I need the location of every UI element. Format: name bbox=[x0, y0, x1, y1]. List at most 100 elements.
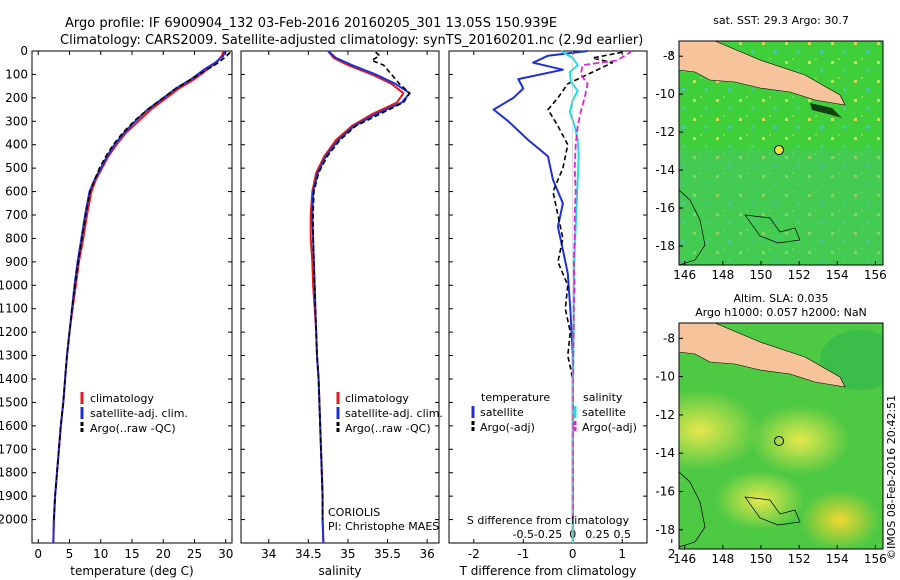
s-tick-label: -0.25 bbox=[534, 528, 562, 541]
sst-map-axes: 146 148 150 152 154 156 -8 -10 -12 -14 -16 -18 bbox=[655, 49, 886, 282]
depth-tick-label: 800 bbox=[5, 231, 28, 245]
salinity-axis: 34 34.5 35 35.5 36 bbox=[261, 51, 435, 561]
lon-tick-label: 146 bbox=[673, 268, 696, 282]
lat-tick-label: -14 bbox=[655, 446, 675, 460]
x-tick-label: 34 bbox=[261, 547, 276, 561]
depth-tick-label: 0 bbox=[20, 44, 28, 58]
lat-tick-label: -18 bbox=[655, 523, 675, 537]
x-tick-label: 2 bbox=[668, 547, 676, 561]
x-tick-label: 5 bbox=[66, 547, 74, 561]
credit-coriolis: CORIOLIS bbox=[328, 506, 380, 519]
sla-map-title-2: Argo h1000: 0.057 h2000: NaN bbox=[695, 306, 867, 319]
x-tick-label: 30 bbox=[218, 547, 233, 561]
salinity-panel bbox=[240, 50, 440, 544]
lon-tick-label: 156 bbox=[864, 552, 887, 566]
depth-tick-label: 1200 bbox=[0, 325, 28, 339]
land-new-guinea bbox=[679, 41, 846, 106]
lat-tick-label: -10 bbox=[655, 87, 675, 101]
salinity-xlabel: salinity bbox=[318, 564, 361, 578]
x-tick-label: 1 bbox=[618, 547, 626, 561]
legend-satellite: satellite-adj. clim. bbox=[90, 407, 188, 420]
series-climatology bbox=[52, 50, 225, 544]
lon-tick-label: 152 bbox=[788, 268, 811, 282]
lon-tick-label: 156 bbox=[864, 268, 887, 282]
legend-title-salinity: salinity bbox=[583, 391, 623, 404]
series-argo-raw-qc- bbox=[53, 51, 231, 520]
depth-tick-label: 300 bbox=[5, 114, 28, 128]
depth-tick-label: 200 bbox=[5, 91, 28, 105]
difference-panel bbox=[448, 50, 648, 544]
argo-position-marker bbox=[774, 145, 784, 155]
x-tick-label: 20 bbox=[156, 547, 171, 561]
title-line1: Argo profile: IF 6900904_132 03-Feb-2016… bbox=[65, 16, 557, 31]
legend-t-argo: Argo(-adj) bbox=[480, 421, 535, 434]
legend-satellite: satellite-adj. clim. bbox=[345, 407, 443, 420]
lat-tick-label: -10 bbox=[655, 370, 675, 384]
lat-tick-label: -8 bbox=[663, 331, 675, 345]
lat-tick-label: -14 bbox=[655, 163, 675, 177]
series-satellite-adj-clim- bbox=[311, 50, 411, 544]
temperature-xlabel: temperature (deg C) bbox=[70, 564, 193, 578]
temperature-series bbox=[52, 50, 231, 544]
legend-t-satellite: satellite bbox=[480, 406, 524, 419]
x-tick-label: 0 bbox=[569, 547, 577, 561]
legend-s-argo: Argo(-adj) bbox=[582, 421, 637, 434]
temperature-legend: climatology satellite-adj. clim. Argo(..… bbox=[80, 392, 188, 435]
land-new-guinea bbox=[679, 323, 846, 388]
salinity-diff-label: S difference from climatology bbox=[467, 514, 630, 527]
depth-tick-label: 500 bbox=[5, 161, 28, 175]
depth-tick-label: 1800 bbox=[0, 466, 28, 480]
series-argo-adj- bbox=[571, 50, 633, 520]
depth-axis: 0 100 200 300 400 500 600 700 800 900 1000 1100 1200… bbox=[0, 44, 647, 527]
lon-tick-label: 150 bbox=[750, 268, 773, 282]
sla-map bbox=[679, 323, 883, 549]
depth-tick-label: 1600 bbox=[0, 419, 28, 433]
lon-tick-label: 150 bbox=[750, 552, 773, 566]
depth-tick-label: 1100 bbox=[0, 302, 28, 316]
series-satellite bbox=[492, 50, 588, 543]
depth-tick-label: 1900 bbox=[0, 489, 28, 503]
sst-map-title: sat. SST: 29.3 Argo: 30.7 bbox=[713, 14, 849, 27]
lat-tick-label: -16 bbox=[655, 485, 675, 499]
sst-map bbox=[679, 41, 883, 265]
x-tick-label: 34.5 bbox=[295, 547, 322, 561]
x-tick-label: -2 bbox=[468, 547, 480, 561]
x-tick-label: 25 bbox=[187, 547, 202, 561]
series-argo-raw-qc- bbox=[312, 51, 411, 520]
argo-position-marker bbox=[774, 436, 784, 446]
s-tick-label: 0.25 bbox=[585, 528, 610, 541]
timestamp: ©IMOS 08-Feb-2016 20:42:51 bbox=[885, 395, 898, 560]
depth-tick-label: 1500 bbox=[0, 395, 28, 409]
depth-tick-label: 1300 bbox=[0, 349, 28, 363]
lon-tick-label: 148 bbox=[711, 552, 734, 566]
series-argo-adj- bbox=[547, 51, 623, 520]
lat-tick-label: -18 bbox=[655, 239, 675, 253]
s-tick-label: 0.5 bbox=[614, 528, 632, 541]
lon-tick-label: 146 bbox=[673, 552, 696, 566]
x-tick-label: 10 bbox=[93, 547, 108, 561]
lon-tick-label: 148 bbox=[711, 268, 734, 282]
lat-tick-label: -16 bbox=[655, 201, 675, 215]
x-tick-label: 15 bbox=[124, 547, 139, 561]
sla-map-title-1: Altim. SLA: 0.035 bbox=[733, 292, 828, 305]
legend-climatology: climatology bbox=[345, 392, 409, 405]
salinity-series bbox=[309, 50, 411, 544]
depth-tick-label: 1400 bbox=[0, 372, 28, 386]
salinity-legend: climatology satellite-adj. clim. Argo(..… bbox=[336, 392, 443, 435]
legend-argo: Argo(..raw -QC) bbox=[345, 422, 431, 435]
depth-tick-label: 2000 bbox=[0, 513, 28, 527]
x-tick-label: -1 bbox=[517, 547, 529, 561]
depth-tick-label: 900 bbox=[5, 255, 28, 269]
depth-tick-label: 1700 bbox=[0, 442, 28, 456]
legend-s-satellite: satellite bbox=[582, 406, 626, 419]
title-line2: Climatology: CARS2009. Satellite-adjuste… bbox=[60, 33, 643, 48]
depth-tick-label: 400 bbox=[5, 138, 28, 152]
lon-tick-label: 154 bbox=[826, 268, 849, 282]
lat-tick-label: -12 bbox=[655, 408, 675, 422]
legend-climatology: climatology bbox=[90, 392, 154, 405]
legend-title-temperature: temperature bbox=[481, 391, 550, 404]
difference-series bbox=[492, 50, 633, 543]
difference-legend: temperature salinity satellite Argo(-adj… bbox=[471, 391, 637, 434]
depth-tick-label: 600 bbox=[5, 185, 28, 199]
